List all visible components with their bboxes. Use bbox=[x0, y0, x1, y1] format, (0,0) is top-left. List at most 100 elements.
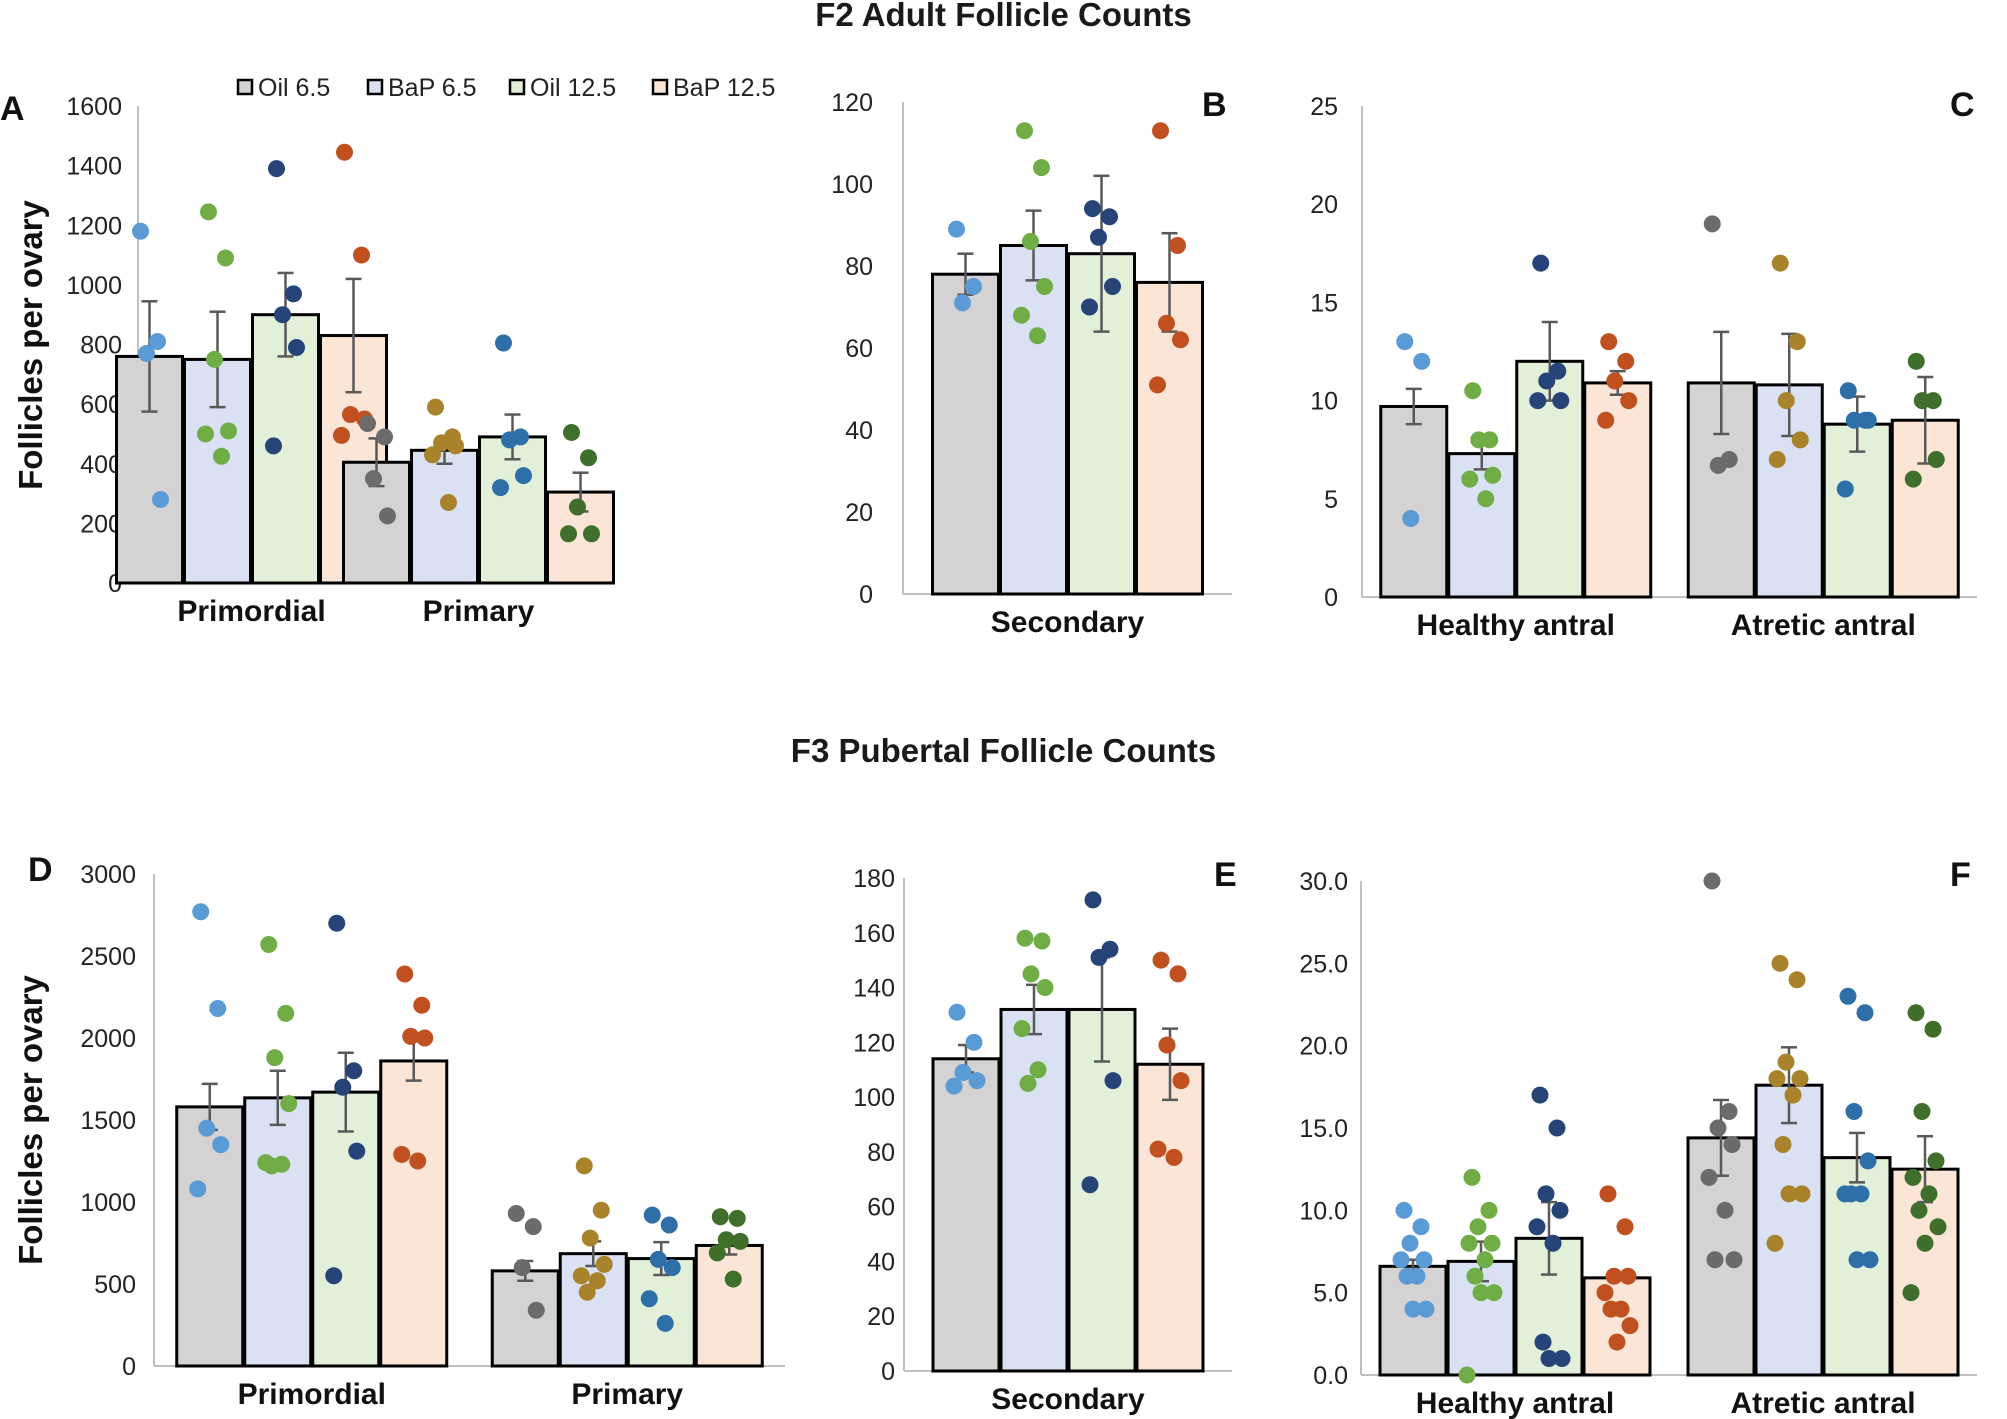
data-point bbox=[1528, 1218, 1546, 1236]
data-point bbox=[1549, 362, 1567, 380]
data-point bbox=[1924, 1020, 1942, 1038]
data-point bbox=[660, 1216, 678, 1234]
data-point bbox=[948, 220, 965, 238]
y-tick-label: 0 bbox=[859, 581, 873, 609]
data-point bbox=[1859, 1152, 1877, 1170]
data-point bbox=[138, 344, 155, 362]
bar bbox=[243, 1096, 313, 1368]
data-point bbox=[325, 1267, 343, 1285]
data-point bbox=[1036, 278, 1053, 295]
data-point bbox=[277, 1004, 295, 1022]
data-point bbox=[212, 1136, 230, 1154]
data-point bbox=[1544, 1234, 1562, 1252]
data-point bbox=[1839, 382, 1857, 400]
data-point bbox=[416, 1029, 434, 1047]
data-point bbox=[1538, 372, 1556, 390]
data-point bbox=[1791, 1070, 1809, 1088]
data-point bbox=[572, 1267, 590, 1285]
data-point bbox=[1784, 1086, 1802, 1104]
category-label: Healthy antral bbox=[1417, 609, 1615, 642]
data-point bbox=[1022, 965, 1040, 983]
section-title-f3: F3 Pubertal Follicle Counts bbox=[790, 732, 1217, 769]
data-point bbox=[581, 1229, 599, 1247]
data-point bbox=[1149, 1140, 1167, 1158]
panel-c: C 0 5 10 15 20 25 Healthy antral Atretic antral bbox=[1310, 86, 1977, 642]
data-point bbox=[1090, 228, 1107, 246]
data-point bbox=[213, 447, 230, 465]
y-tick-label: 40 bbox=[845, 417, 873, 445]
category-label: Atretic antral bbox=[1730, 1387, 1915, 1419]
data-point bbox=[1600, 333, 1618, 351]
data-point bbox=[1172, 1072, 1190, 1090]
data-point bbox=[274, 306, 291, 324]
legend-entry: Oil 6.5 bbox=[258, 74, 330, 102]
y-tick-label: 160 bbox=[853, 920, 895, 948]
data-point bbox=[192, 903, 210, 921]
data-point bbox=[643, 1206, 661, 1224]
data-point bbox=[1081, 1176, 1099, 1194]
data-point bbox=[1716, 1201, 1734, 1219]
data-point bbox=[1415, 1251, 1433, 1269]
data-point bbox=[359, 415, 376, 433]
data-point bbox=[1913, 392, 1931, 410]
data-point bbox=[592, 1201, 610, 1219]
data-point bbox=[189, 1180, 207, 1198]
bar bbox=[1135, 280, 1204, 596]
data-point bbox=[1013, 306, 1030, 324]
legend-entry: Oil 12.5 bbox=[530, 74, 616, 102]
bar bbox=[558, 1252, 628, 1368]
data-point bbox=[1599, 1185, 1617, 1203]
data-point bbox=[1158, 1036, 1176, 1054]
bar bbox=[1754, 1083, 1824, 1377]
data-point bbox=[333, 426, 350, 444]
y-tick-label: 0 bbox=[881, 1358, 895, 1386]
data-point bbox=[1022, 232, 1039, 250]
panel-label-f: F bbox=[1950, 856, 1971, 894]
data-point bbox=[1791, 431, 1809, 449]
legend-swatch bbox=[508, 78, 526, 96]
data-point bbox=[1531, 1086, 1549, 1104]
panel-label-b: B bbox=[1202, 86, 1227, 124]
data-point bbox=[1605, 1267, 1623, 1285]
y-tick-label: 100 bbox=[853, 1084, 895, 1112]
data-point bbox=[413, 996, 431, 1014]
data-point bbox=[1470, 431, 1488, 449]
bar bbox=[1447, 452, 1517, 599]
data-point bbox=[1788, 971, 1806, 989]
data-point bbox=[220, 422, 237, 440]
data-point bbox=[1913, 1103, 1931, 1121]
data-point bbox=[1793, 1185, 1811, 1203]
y-tick-label: 0 bbox=[122, 1353, 136, 1381]
data-point bbox=[1404, 1300, 1422, 1318]
data-point bbox=[1553, 1350, 1571, 1368]
data-point bbox=[365, 470, 382, 488]
y-tick-label: 25 bbox=[1310, 93, 1338, 121]
data-point bbox=[1709, 1119, 1727, 1137]
category-label: Secondary bbox=[991, 606, 1145, 639]
data-point bbox=[965, 278, 982, 295]
data-point bbox=[1152, 122, 1169, 140]
data-point bbox=[563, 423, 580, 441]
data-point bbox=[342, 406, 359, 424]
data-point bbox=[1532, 254, 1550, 272]
y-tick-label: 2000 bbox=[80, 1025, 136, 1053]
data-point bbox=[427, 398, 444, 416]
y-tick-label: 180 bbox=[853, 865, 895, 893]
data-point bbox=[1777, 392, 1795, 410]
bar bbox=[1067, 1007, 1137, 1373]
data-point bbox=[1104, 278, 1121, 295]
data-point bbox=[433, 434, 450, 452]
data-point bbox=[1401, 1234, 1419, 1252]
data-point bbox=[1169, 965, 1187, 983]
data-point bbox=[1620, 392, 1638, 410]
data-point bbox=[1774, 1135, 1792, 1153]
data-point bbox=[515, 467, 532, 485]
y-axis-label: Follicles per ovary bbox=[12, 974, 49, 1264]
data-point bbox=[266, 1049, 284, 1067]
data-point bbox=[945, 1077, 963, 1095]
category-label: Healthy antral bbox=[1416, 1387, 1614, 1419]
panel-b: B 0 20 40 60 80 100 120 Secondary bbox=[831, 86, 1232, 639]
data-point bbox=[1780, 1185, 1798, 1203]
data-point bbox=[1771, 254, 1789, 272]
y-tick-label: 3000 bbox=[80, 861, 136, 889]
